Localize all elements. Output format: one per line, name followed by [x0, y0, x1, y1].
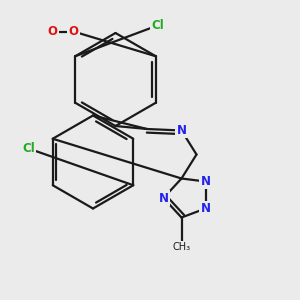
- Text: N: N: [158, 191, 169, 205]
- Text: O: O: [68, 25, 79, 38]
- Text: methoxy: methoxy: [52, 30, 59, 31]
- Text: N: N: [200, 202, 211, 215]
- Text: N: N: [200, 175, 211, 188]
- Text: CH₃: CH₃: [172, 242, 190, 251]
- Text: N: N: [176, 124, 187, 137]
- Text: Cl: Cl: [22, 142, 35, 155]
- Text: Cl: Cl: [151, 19, 164, 32]
- Text: O: O: [47, 25, 58, 38]
